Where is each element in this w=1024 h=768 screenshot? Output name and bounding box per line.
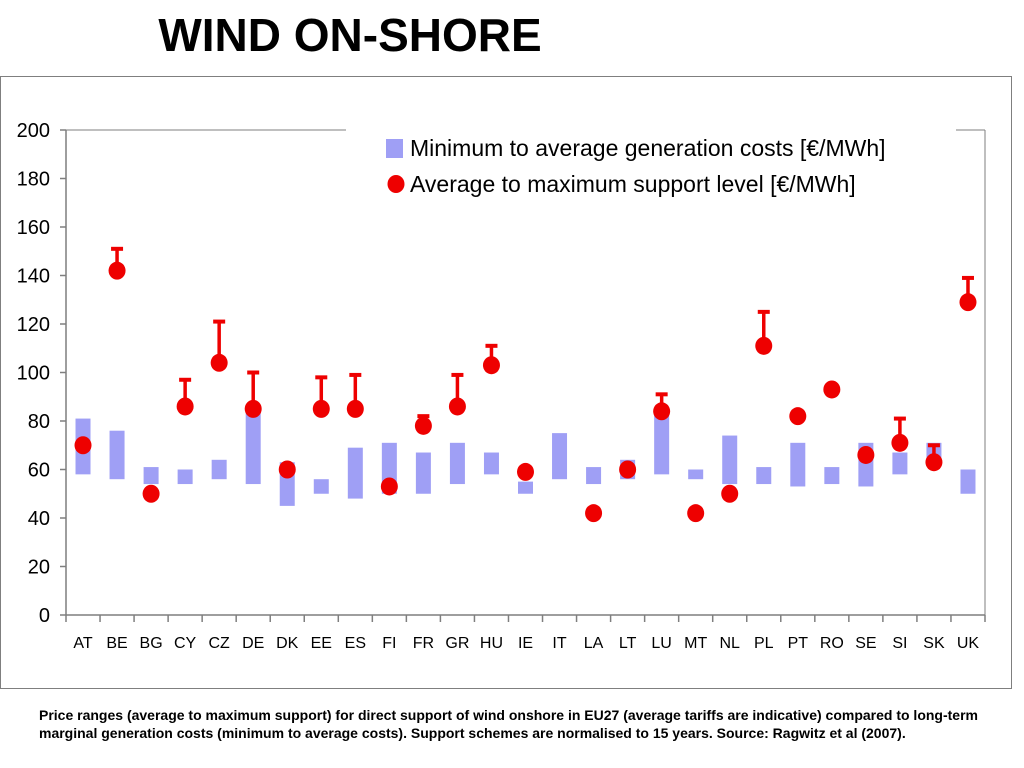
support-avg-point-nl bbox=[721, 484, 739, 503]
cost-range-bar-bg bbox=[143, 467, 159, 485]
wind-onshore-chart: 0 20 40 60 80 100 120 140 160 180 200 AT BE BG CY CZ DE D… bbox=[17, 120, 986, 652]
figure-caption: Price ranges (average to maximum support… bbox=[39, 707, 978, 741]
y-tick-label: 80 bbox=[28, 411, 50, 433]
support-avg-point-la bbox=[585, 504, 603, 523]
x-tick-label: GR bbox=[445, 635, 469, 652]
cost-range-bar-it bbox=[552, 433, 568, 480]
x-tick-label: PL bbox=[754, 635, 774, 652]
x-tick-label: MT bbox=[684, 635, 707, 652]
x-tick-label: SE bbox=[855, 635, 876, 652]
support-level-marks bbox=[74, 246, 977, 523]
x-tick-label: IE bbox=[518, 635, 533, 652]
cost-range-bar-uk bbox=[960, 469, 976, 494]
x-tick-label: CZ bbox=[209, 635, 231, 652]
support-avg-point-at bbox=[74, 436, 92, 455]
support-avg-point-pt bbox=[789, 407, 807, 426]
x-tick-label: LU bbox=[651, 635, 671, 652]
chart-legend: Minimum to average generation costs [€/M… bbox=[386, 135, 886, 197]
support-avg-point-hu bbox=[482, 356, 500, 375]
support-avg-point-uk bbox=[959, 293, 977, 312]
cost-range-bar-la bbox=[586, 467, 602, 485]
x-tick-label: PT bbox=[788, 635, 809, 652]
support-avg-point-fr bbox=[414, 416, 432, 435]
support-avg-point-sk bbox=[925, 453, 943, 472]
x-tick-label: EE bbox=[311, 635, 332, 652]
cost-range-bar-gr bbox=[449, 442, 465, 485]
cost-range-bar-de bbox=[245, 406, 261, 485]
cost-range-bar-nl bbox=[722, 435, 738, 485]
cost-range-bar-cy bbox=[177, 469, 193, 485]
page-title: WIND ON-SHORE bbox=[158, 9, 542, 61]
x-tick-label: IT bbox=[552, 635, 566, 652]
chart-axes: 0 20 40 60 80 100 120 140 160 180 200 AT BE BG CY CZ DE D… bbox=[17, 120, 986, 652]
x-tick-label: DE bbox=[242, 635, 264, 652]
cost-range-bar-pt bbox=[790, 442, 806, 487]
legend-label-cost: Minimum to average generation costs [€/M… bbox=[410, 135, 886, 161]
cost-range-bar-hu bbox=[483, 452, 499, 475]
cost-range-bar-cz bbox=[211, 459, 227, 480]
x-tick-label: LT bbox=[619, 635, 637, 652]
x-tick-label: ES bbox=[345, 635, 366, 652]
support-avg-point-ie bbox=[517, 462, 534, 481]
x-tick-label: CY bbox=[174, 635, 197, 652]
cost-range-bar-ro bbox=[824, 467, 840, 485]
cost-range-bar-lu bbox=[654, 411, 670, 475]
y-tick-label: 180 bbox=[17, 169, 50, 191]
x-tick-label: FR bbox=[413, 635, 434, 652]
x-tick-label: NL bbox=[719, 635, 740, 652]
support-avg-point-es bbox=[346, 399, 364, 418]
cost-range-bar-si bbox=[892, 452, 908, 475]
x-tick-label: FI bbox=[382, 635, 396, 652]
y-tick-label: 120 bbox=[17, 314, 50, 336]
y-tick-label: 160 bbox=[17, 217, 50, 239]
x-tick-label: BE bbox=[106, 635, 127, 652]
support-avg-point-gr bbox=[448, 397, 466, 416]
support-avg-point-lu bbox=[653, 402, 671, 421]
x-tick-label: LA bbox=[584, 635, 604, 652]
support-avg-point-mt bbox=[687, 504, 705, 523]
y-tick-label: 60 bbox=[28, 460, 50, 482]
x-tick-label: RO bbox=[820, 635, 844, 652]
cost-range-bar-ie bbox=[518, 481, 533, 494]
support-avg-point-de bbox=[244, 399, 262, 418]
cost-range-bar-pl bbox=[756, 467, 772, 485]
support-avg-point-ee bbox=[312, 399, 330, 418]
cost-range-bars bbox=[75, 406, 976, 506]
support-avg-point-si bbox=[891, 433, 909, 452]
support-avg-point-fi bbox=[380, 477, 398, 496]
cost-range-bar-mt bbox=[688, 469, 704, 480]
legend-swatch-support bbox=[387, 175, 405, 193]
cost-range-bar-fr bbox=[415, 452, 431, 494]
y-tick-label: 100 bbox=[17, 363, 50, 385]
support-avg-point-ro bbox=[823, 380, 841, 399]
cost-range-bar-es bbox=[347, 447, 363, 499]
y-tick-label: 0 bbox=[39, 605, 50, 627]
y-tick-label: 40 bbox=[28, 508, 50, 530]
support-avg-point-be bbox=[108, 261, 126, 280]
legend-swatch-cost bbox=[386, 139, 403, 158]
y-tick-label: 20 bbox=[28, 557, 50, 579]
x-tick-label: HU bbox=[480, 635, 503, 652]
cost-range-bar-ee bbox=[313, 479, 329, 494]
cost-range-bar-be bbox=[109, 430, 125, 480]
x-tick-label: UK bbox=[957, 635, 980, 652]
y-tick-label: 140 bbox=[17, 266, 50, 288]
y-tick-label: 200 bbox=[17, 120, 50, 142]
x-tick-label: SI bbox=[892, 635, 907, 652]
support-avg-point-lt bbox=[619, 460, 637, 479]
chart-frame: 0 20 40 60 80 100 120 140 160 180 200 AT BE BG CY CZ DE D… bbox=[0, 76, 1012, 689]
x-tick-label: SK bbox=[923, 635, 945, 652]
support-avg-point-cz bbox=[210, 353, 228, 372]
support-avg-point-dk bbox=[278, 460, 296, 479]
support-avg-point-bg bbox=[142, 484, 160, 503]
x-tick-label: AT bbox=[73, 635, 92, 652]
x-tick-label: BG bbox=[140, 635, 163, 652]
support-avg-point-cy bbox=[176, 397, 194, 416]
support-avg-point-se bbox=[857, 445, 875, 464]
x-tick-label: DK bbox=[276, 635, 299, 652]
legend-label-support: Average to maximum support level [€/MWh] bbox=[410, 171, 856, 197]
support-avg-point-pl bbox=[755, 336, 773, 355]
